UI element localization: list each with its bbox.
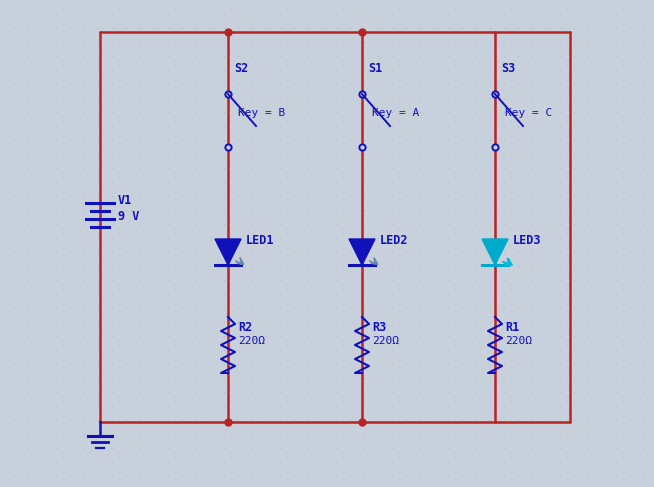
Text: Key = A: Key = A	[372, 108, 419, 118]
Text: R3: R3	[372, 321, 387, 334]
Polygon shape	[349, 239, 375, 265]
Text: LED1: LED1	[246, 234, 275, 247]
Text: S3: S3	[501, 62, 515, 75]
Polygon shape	[215, 239, 241, 265]
Text: 220Ω: 220Ω	[238, 336, 265, 346]
Polygon shape	[482, 239, 508, 265]
Text: 220Ω: 220Ω	[372, 336, 399, 346]
Text: LED3: LED3	[513, 234, 542, 247]
Text: R1: R1	[505, 321, 519, 334]
Text: V1: V1	[118, 194, 132, 207]
Text: Key = B: Key = B	[238, 108, 285, 118]
Text: 220Ω: 220Ω	[505, 336, 532, 346]
Text: R2: R2	[238, 321, 252, 334]
Text: S2: S2	[234, 62, 249, 75]
Text: 9 V: 9 V	[118, 210, 139, 224]
Text: Key = C: Key = C	[505, 108, 552, 118]
Text: LED2: LED2	[380, 234, 409, 247]
Text: S1: S1	[368, 62, 382, 75]
